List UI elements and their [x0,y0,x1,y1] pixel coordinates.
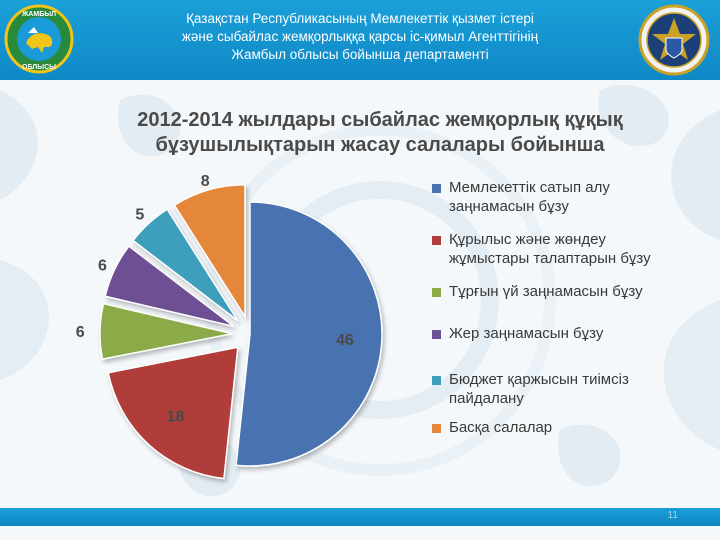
legend-item-4: Жер заңнамасын бұзу [432,324,689,343]
pie-slices [99,183,383,480]
legend-swatch [432,376,441,385]
legend-item-3: Тұрғын үй заңнамасын бұзу [432,282,689,301]
pie-labels: 46 18 6 6 5 8 [76,173,354,426]
region-emblem-logo: ЖАМБЫЛ ОБЛЫСЫ [4,4,74,74]
pie-data-label-2: 18 [167,408,185,425]
legend-item-6: Басқа салалар [432,418,689,437]
pie-data-label-3: 6 [76,324,85,341]
legend-swatch [432,424,441,433]
legend-item-5: Бюджет қаржысын тиімсіз пайдалану [432,370,689,408]
pie-data-label-1: 46 [336,332,354,349]
legend-item-1: Мемлекеттік сатып алу заңнамасын бұзу [432,178,689,216]
legend-swatch [432,236,441,245]
chart-title-line-1: 2012-2014 жылдары сыбайлас жемқорлық құқ… [137,109,623,131]
pie-slice-3 [99,302,233,361]
legend-swatch [432,288,441,297]
pie-data-label-6: 8 [201,173,210,190]
pie-slice-2 [107,346,239,480]
footer-bar: 11 [0,508,720,526]
pie-slice-1 [235,201,383,467]
logo-top-text: ЖАМБЫЛ [21,11,56,18]
logo-bottom-text: ОБЛЫСЫ [22,64,56,71]
header-line-2: және сыбайлас жемқорлыққа қарсы іс-қимыл… [181,29,539,44]
legend-item-2: Құрылыс және жөндеу жұмыстары талаптарын… [432,230,689,268]
chart-title: 2012-2014 жылдары сыбайлас жемқорлық құқ… [80,108,680,158]
legend-label: Басқа салалар [449,419,553,436]
chart-title-line-2: бұзушылықтарын жасау салалары бойынша [155,134,605,156]
pie-slice-6 [173,183,246,320]
header-text: Қазақстан Республикасының Мемлекеттік қы… [110,10,610,64]
header-line-1: Қазақстан Республикасының Мемлекеттік қы… [186,11,534,26]
legend-label: Құрылыс және жөндеу жұмыстары талаптарын… [449,231,651,267]
page-number: 11 [667,510,678,521]
pie-slice-4 [104,245,235,328]
agency-emblem-logo [638,4,710,76]
header-line-3: Жамбыл облысы бойынша департаменті [231,47,489,62]
pie-data-label-4: 6 [98,257,107,274]
pie-data-label-5: 5 [135,207,144,224]
legend-label: Жер заңнамасын бұзу [449,325,604,342]
legend-swatch [432,184,441,193]
legend-label: Мемлекеттік сатып алу заңнамасын бұзу [449,179,610,215]
legend-label: Тұрғын үй заңнамасын бұзу [449,283,643,300]
legend-swatch [432,330,441,339]
header-bar: Қазақстан Республикасының Мемлекеттік қы… [0,0,720,80]
pie-slice-5 [131,208,239,322]
legend-label: Бюджет қаржысын тиімсіз пайдалану [449,371,629,407]
